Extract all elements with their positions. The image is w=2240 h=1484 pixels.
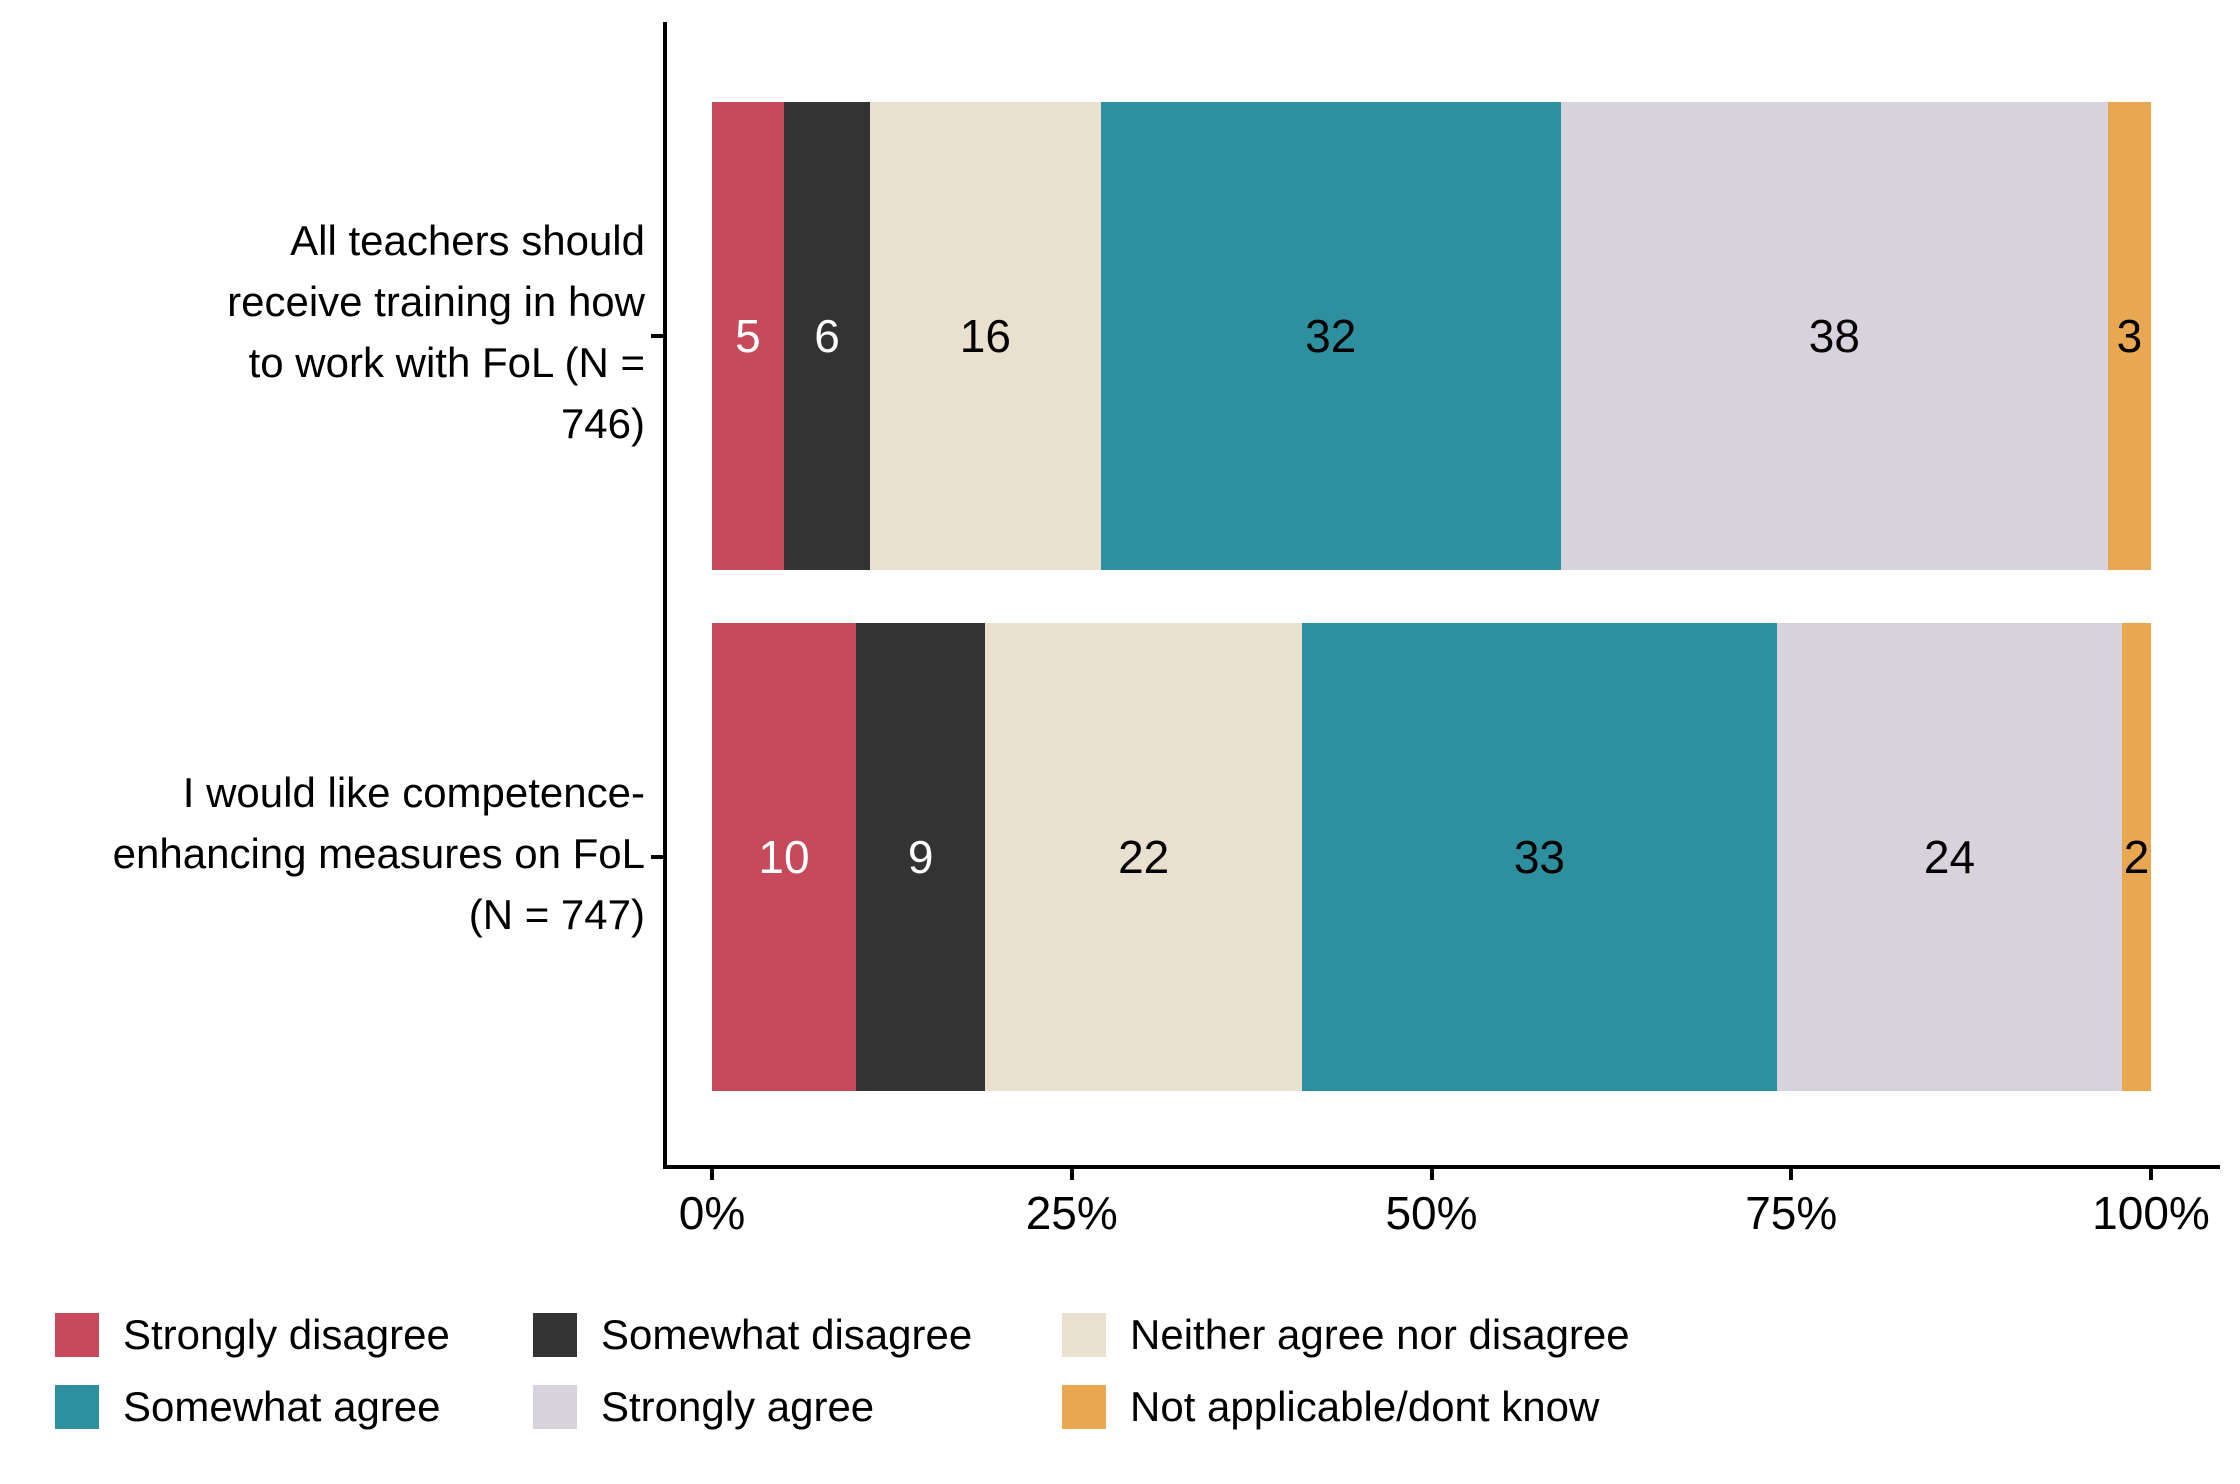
bar-segment: 16 (870, 102, 1101, 570)
x-axis-tick-label: 50% (1385, 1187, 1478, 1239)
bar-value-label: 38 (1808, 310, 1860, 362)
bar-segment: 10 (712, 623, 856, 1091)
bar-segment: 33 (1301, 623, 1777, 1091)
bar-segment: 3 (2107, 102, 2151, 570)
bar-segment: 38 (1560, 102, 2108, 570)
category-label: All teachers should receive training in h… (45, 210, 645, 454)
x-axis-tick-label: 25% (1025, 1187, 1118, 1239)
legend-item: Strongly agree (533, 1385, 874, 1429)
x-axis-tick (710, 1167, 714, 1180)
bar-segment: 32 (1100, 102, 1561, 570)
category-label-line: I would like competence- (182, 768, 645, 816)
legend-item: Somewhat disagree (533, 1313, 972, 1357)
x-axis-tick (1069, 1167, 1074, 1180)
bar-row: 5 6 16 32 38 3 (712, 102, 2151, 570)
bar-value-label: 5 (735, 310, 761, 362)
legend-swatch (1062, 1313, 1106, 1357)
legend-label: Somewhat disagree (601, 1311, 973, 1358)
legend-item: Not applicable/dont know (1062, 1385, 1599, 1429)
bar-value-label: 32 (1305, 310, 1357, 362)
bar-segment: 24 (1776, 623, 2123, 1091)
legend-label: Not applicable/dont know (1130, 1383, 1600, 1430)
x-axis-tick (2149, 1167, 2153, 1180)
bar-value-label: 2 (2123, 831, 2150, 883)
bar-value-label: 24 (1923, 831, 1976, 883)
legend-label: Strongly disagree (123, 1311, 450, 1358)
bar-value-label: 6 (814, 310, 840, 362)
bar-segment: 9 (855, 623, 986, 1091)
bar-segment: 22 (985, 623, 1302, 1091)
legend-swatch (1062, 1385, 1106, 1429)
category-label-line: enhancing measures on FoL (112, 829, 645, 877)
legend-item: Strongly disagree (55, 1313, 450, 1357)
bar-value-label: 22 (1118, 831, 1170, 883)
legend-item: Somewhat agree (55, 1385, 441, 1429)
legend-label: Strongly agree (601, 1383, 875, 1430)
category-label-line: 746) (560, 400, 645, 447)
bar-segment: 2 (2122, 623, 2151, 1091)
bar-value-label: 16 (959, 310, 1011, 362)
legend-item: Neither agree nor disagree (1062, 1313, 1630, 1357)
legend-swatch (533, 1385, 577, 1429)
bar-row: 10 9 22 33 24 2 (712, 623, 2151, 1091)
bar-value-label: 3 (2116, 310, 2143, 362)
x-axis-tick-label: 100% (2092, 1187, 2210, 1239)
bar-value-label: 33 (1513, 831, 1565, 883)
category-label-line: to work with FoL (N = (248, 339, 645, 386)
plot-panel (663, 22, 2220, 1169)
legend-swatch (55, 1313, 99, 1357)
category-label-line: All teachers should (290, 217, 645, 264)
legend-label: Neither agree nor disagree (1130, 1311, 1630, 1358)
x-axis-tick-label: 75% (1745, 1187, 1838, 1239)
x-axis-tick-label: 0% (678, 1187, 746, 1239)
bar-value-label: 10 (758, 831, 810, 883)
category-label-line: (N = 747) (468, 890, 645, 938)
bar-segment: 6 (783, 102, 871, 570)
legend-swatch (533, 1313, 577, 1357)
legend-label: Somewhat agree (123, 1383, 441, 1430)
x-axis-tick (1429, 1167, 1434, 1180)
bar-value-label: 9 (907, 831, 934, 883)
y-axis-tick (651, 334, 663, 338)
legend-swatch (55, 1385, 99, 1429)
x-axis-tick (1789, 1167, 1794, 1180)
bar-segment: 5 (712, 102, 784, 570)
category-label-line: receive training in how (227, 278, 645, 325)
y-axis-tick (651, 855, 663, 859)
category-label: I would like competence-enhancing measur… (45, 762, 645, 945)
